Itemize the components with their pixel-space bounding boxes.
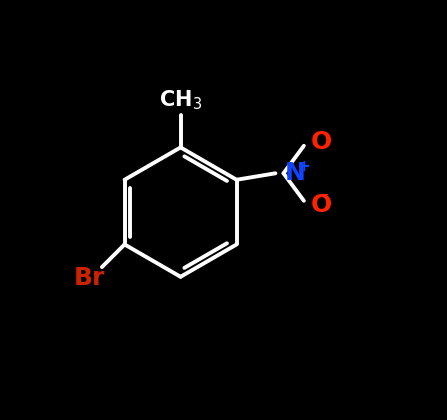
Text: O: O <box>310 130 332 154</box>
Text: +: + <box>297 159 310 174</box>
Text: Br: Br <box>73 266 105 290</box>
Text: O: O <box>310 193 332 217</box>
Text: ⁻: ⁻ <box>321 191 329 206</box>
Text: CH$_3$: CH$_3$ <box>159 88 202 112</box>
Text: N: N <box>285 161 306 185</box>
